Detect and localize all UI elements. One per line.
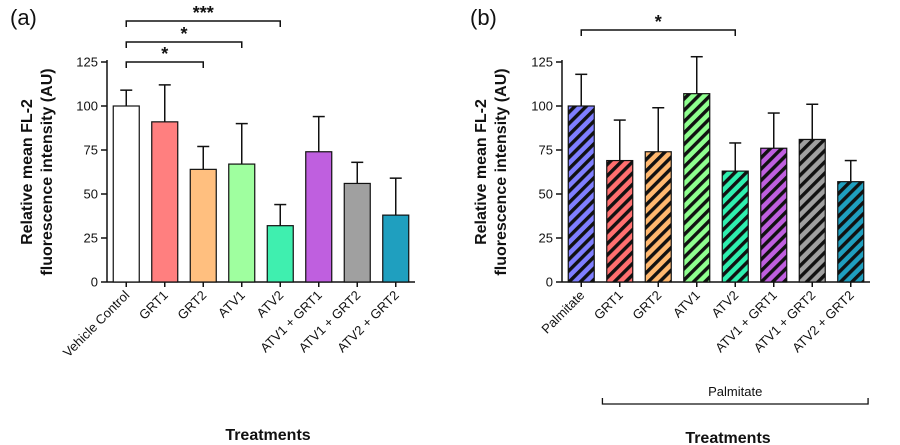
panel-label: (a) xyxy=(10,5,37,30)
bar-2 xyxy=(151,121,179,283)
x-axis-title: Treatments xyxy=(685,430,770,445)
bar-3 xyxy=(644,151,672,283)
bar-6 xyxy=(305,151,333,283)
significance-label: * xyxy=(180,24,187,44)
bar-8 xyxy=(837,181,865,283)
x-tick-label: GRT2 xyxy=(629,288,664,323)
group-bracket-label: Palmitate xyxy=(708,384,762,399)
bar-1 xyxy=(112,105,140,283)
bar-4 xyxy=(228,163,256,283)
x-tick-label: GRT2 xyxy=(174,288,209,323)
y-tick-label: 25 xyxy=(84,231,98,246)
bar-6 xyxy=(760,147,788,283)
bar-7 xyxy=(343,182,371,283)
y-tick-label: 75 xyxy=(539,143,553,158)
x-axis-title: Treatments xyxy=(225,427,310,444)
x-tick-label: Vehicle Control xyxy=(60,287,133,360)
x-tick-label: ATV2 xyxy=(708,288,741,321)
x-tick-label: ATV1 xyxy=(215,288,248,321)
x-tick-label: GRT1 xyxy=(136,288,171,323)
bar-1 xyxy=(567,105,595,283)
chart-panel-2: (b) 0 25 50 75 100 125 Relative mean FL-2 fluore… xyxy=(470,5,870,445)
panel-label: (b) xyxy=(470,5,497,30)
significance-bracket xyxy=(125,61,204,68)
bar-3 xyxy=(189,168,217,283)
bar-5 xyxy=(266,225,294,283)
significance-bracket xyxy=(125,20,281,27)
y-tick-label: 0 xyxy=(91,275,98,290)
x-tick-label: Palmitate xyxy=(538,288,587,337)
y-axis-title-line2: fluorescence intensity (AU) xyxy=(39,68,56,275)
bar-7 xyxy=(798,138,826,283)
y-tick-label: 0 xyxy=(546,275,553,290)
x-tick-label: ATV1 xyxy=(670,288,703,321)
y-tick-label: 50 xyxy=(84,187,98,202)
bar-2 xyxy=(606,159,634,283)
x-tick-label: GRT1 xyxy=(591,288,626,323)
bar-8 xyxy=(382,214,410,283)
y-tick-label: 100 xyxy=(76,99,98,114)
significance-label: * xyxy=(655,12,662,32)
x-tick-label: ATV2 xyxy=(253,288,286,321)
significance-label: *** xyxy=(193,3,214,23)
y-tick-label: 75 xyxy=(84,143,98,158)
significance-label: * xyxy=(161,44,168,64)
significance-bracket xyxy=(125,41,243,48)
bar-4 xyxy=(683,93,711,283)
y-axis-title-line1: Relative mean FL-2 xyxy=(473,99,490,245)
group-bracket xyxy=(601,398,869,405)
significance-bracket xyxy=(580,29,736,36)
y-axis-title-line1: Relative mean FL-2 xyxy=(19,99,36,245)
bar-5 xyxy=(721,170,749,283)
chart-panel-1: (a) 0 25 50 75 100 125 Relative mean FL-2 fluore… xyxy=(10,3,415,444)
y-tick-label: 50 xyxy=(539,187,553,202)
y-tick-label: 125 xyxy=(76,55,98,70)
y-tick-label: 125 xyxy=(531,55,553,70)
y-axis-title-line2: fluorescence intensity (AU) xyxy=(493,68,510,275)
y-tick-label: 100 xyxy=(531,99,553,114)
y-tick-label: 25 xyxy=(539,231,553,246)
